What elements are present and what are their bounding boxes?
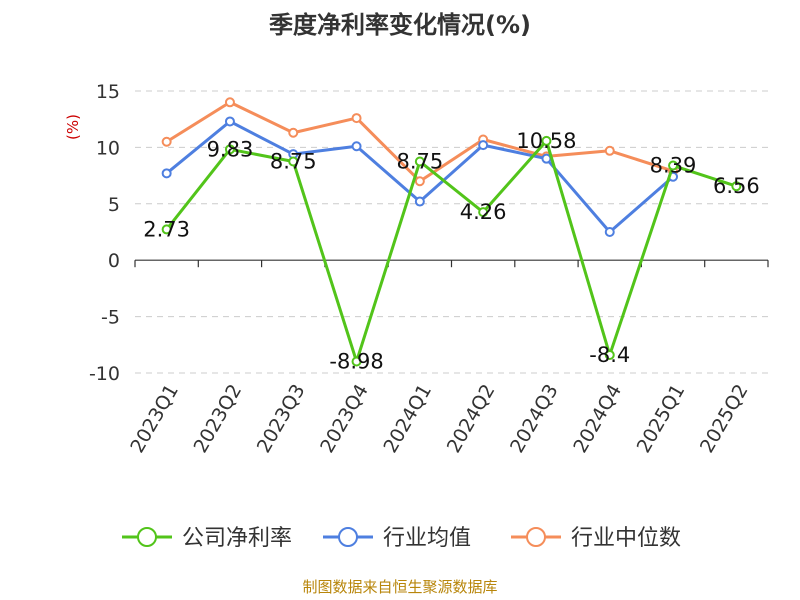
data-point: [414, 176, 425, 187]
data-label: 4.26: [460, 200, 507, 224]
data-point: [351, 113, 362, 124]
legend-label: 行业均值: [383, 526, 471, 551]
data-point: [351, 356, 362, 367]
data-point: [604, 227, 615, 237]
data-label: -8.4: [589, 343, 630, 367]
grid-lines: [135, 90, 768, 374]
data-point: [541, 135, 552, 146]
x-tick-label: 2025Q1: [633, 381, 690, 457]
data-point: [604, 349, 615, 360]
data-point: [541, 153, 552, 164]
data-point: [161, 168, 172, 179]
legend-swatch-marker: [526, 527, 546, 547]
data-point: [224, 97, 235, 108]
legend-label: 行业中位数: [571, 526, 681, 551]
data-label: 2.73: [143, 217, 190, 241]
data-point: [731, 181, 742, 192]
x-tick-label: 2024Q4: [569, 381, 626, 457]
data-point: [288, 127, 299, 138]
y-axis-label: (%): [64, 114, 82, 140]
data-label: -8.98: [329, 349, 383, 373]
data-label: 8.39: [650, 154, 697, 178]
legend-item: 行业中位数: [511, 526, 681, 551]
data-label: 9.83: [207, 137, 254, 161]
data-point: [224, 144, 235, 155]
legend-item: 公司净利率: [122, 526, 292, 551]
y-tick-label: 15: [96, 81, 120, 103]
data-point: [414, 196, 425, 207]
data-point: [224, 116, 235, 127]
data-point: [478, 207, 489, 218]
y-tick-label: 10: [96, 137, 120, 159]
x-tick-label: 2023Q3: [253, 381, 310, 457]
y-tick-label: -10: [89, 363, 120, 385]
x-tick-label: 2024Q3: [506, 381, 563, 457]
data-point: [478, 140, 489, 151]
legend-swatch-marker: [338, 527, 358, 547]
series-line: [165, 139, 737, 363]
legend: 公司净利率 行业均值 行业中位数: [122, 526, 681, 551]
y-tick-label: 0: [108, 250, 120, 272]
data-label: 10.58: [516, 129, 576, 153]
legend-swatch-marker: [137, 527, 157, 547]
data-point: [351, 141, 362, 152]
x-tick-label: 2023Q2: [190, 381, 247, 457]
source-footer: 制图数据来自恒生聚源数据库: [302, 578, 497, 596]
chart-title: 季度净利率变化情况(%): [269, 11, 531, 39]
series-company-net-margin: [161, 135, 742, 367]
y-tick-label: 5: [108, 194, 120, 216]
y-tick-label: -5: [101, 307, 120, 329]
data-point: [161, 224, 172, 235]
legend-item: 行业均值: [323, 526, 471, 551]
x-tick-label: 2023Q4: [316, 381, 373, 457]
data-label: 8.75: [270, 150, 317, 174]
x-tick-label: 2024Q1: [379, 381, 436, 457]
data-point: [604, 145, 615, 156]
series-industry-mean: [161, 116, 679, 237]
data-point: [161, 136, 172, 147]
data-point: [288, 156, 299, 167]
x-tick-label: 2024Q2: [443, 381, 500, 457]
series-layer: 2.73 9.83 8.75 -8.98 8.75 4.26 10.58 -8.4 8.39 6.…: [143, 97, 760, 373]
legend-label: 公司净利率: [182, 526, 292, 551]
data-point: [668, 160, 679, 171]
data-point: [414, 156, 425, 167]
x-tick-label: 2023Q1: [126, 381, 183, 457]
data-label: 8.75: [396, 150, 443, 174]
x-tick-label: 2025Q2: [696, 381, 753, 457]
data-label: 6.56: [713, 174, 760, 198]
